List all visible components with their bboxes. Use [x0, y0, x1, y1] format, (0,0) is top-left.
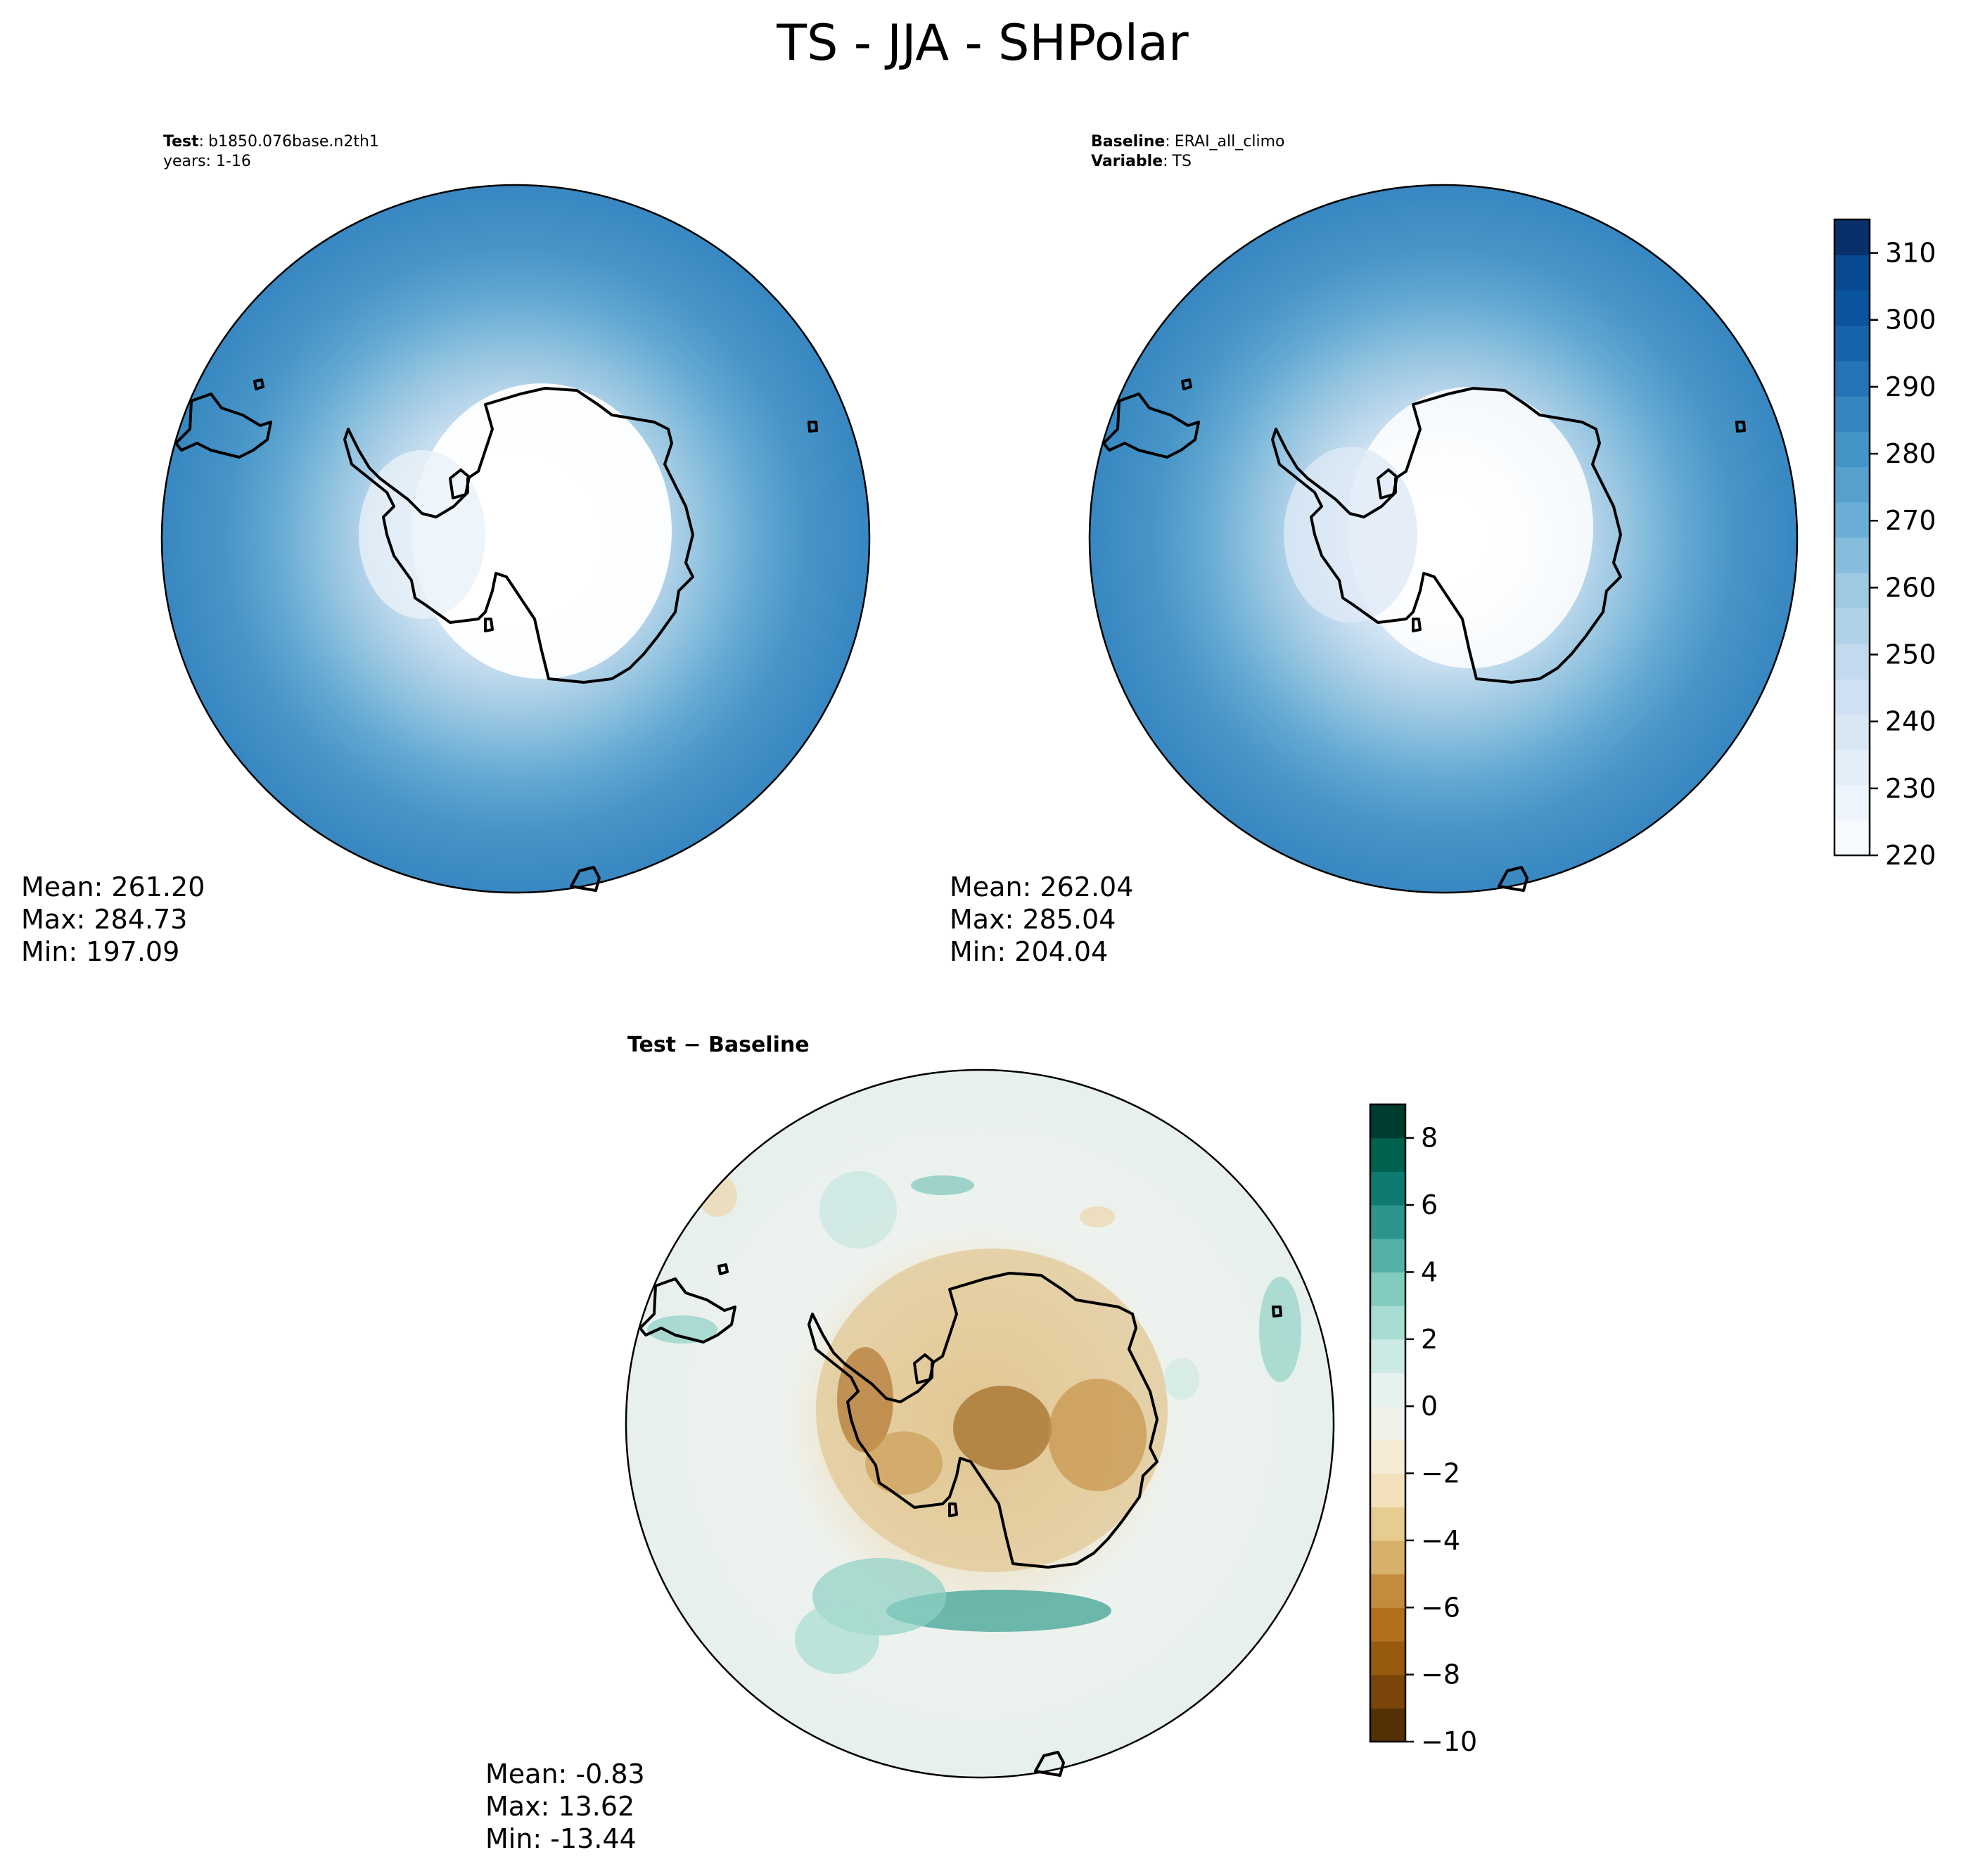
test-map-field	[162, 185, 869, 893]
diff-band	[1370, 1272, 1405, 1306]
ts-band	[1834, 431, 1870, 468]
diff-band	[1370, 1238, 1405, 1273]
ts-band	[1834, 608, 1870, 644]
diff-band	[1370, 1473, 1405, 1507]
colorbar-diff-bands	[1370, 1104, 1405, 1742]
ts-tick-label: 250	[1885, 639, 1936, 670]
diff-tick-label: 2	[1421, 1324, 1438, 1355]
ts-band	[1834, 502, 1870, 538]
ts-band	[1834, 360, 1870, 397]
diff-band	[1370, 1205, 1405, 1239]
panel-baseline-variable: Variable: TS	[1091, 153, 1192, 170]
baseline-map-coastline	[1102, 378, 1746, 892]
baseline-map-field	[1090, 185, 1797, 893]
diff-band	[1370, 1507, 1405, 1541]
colorbar-ts-bands	[1834, 219, 1870, 856]
colorbar-ts-frame	[1833, 218, 1871, 857]
diff-tick-label: −2	[1421, 1458, 1460, 1489]
panel-test: Test: b1850.076base.n2th1 years: 1-16 Mea…	[21, 133, 871, 967]
diff-band	[1370, 1708, 1405, 1742]
colorbar-diff: −10 −8 −6 −4 −2 0 2 4 6 8	[1369, 1103, 1477, 1757]
diff-map-field	[626, 1070, 1334, 1778]
ts-tick-label: 280	[1885, 438, 1936, 469]
test-stats: Mean: 261.20 Max: 284.73 Min: 197.09	[21, 872, 205, 967]
diff-band	[1370, 1306, 1405, 1340]
ts-tick-label: 240	[1885, 706, 1936, 737]
ts-band	[1834, 325, 1870, 362]
diff-tick-label: 4	[1421, 1256, 1438, 1287]
diff-band	[1370, 1137, 1405, 1172]
colorbar-ts: 220 230 240 250 260 270 280 290 300 310	[1833, 218, 1936, 871]
baseline-stat-mean: Mean: 262.04	[950, 872, 1133, 902]
diff-band	[1370, 1574, 1405, 1608]
diff-tick-label: −6	[1421, 1592, 1460, 1623]
baseline-stat-min: Min: 204.04	[950, 936, 1108, 967]
diff-band	[1370, 1607, 1405, 1642]
panel-baseline: Baseline: ERAI_all_climo Variable: TS Mean…	[950, 133, 1799, 967]
ts-tick-label: 310	[1885, 238, 1936, 269]
ts-tick-label: 260	[1885, 572, 1936, 603]
ts-band	[1834, 784, 1870, 821]
diff-band	[1370, 1406, 1405, 1441]
test-stat-mean: Mean: 261.20	[21, 872, 205, 902]
diff-band	[1370, 1171, 1405, 1206]
diff-stat-min: Min: -13.44	[485, 1823, 637, 1854]
panel-test-years: years: 1-16	[163, 153, 251, 170]
ts-band	[1834, 219, 1870, 255]
diff-tick-label: 8	[1421, 1123, 1438, 1154]
diff-band	[1370, 1640, 1405, 1676]
diff-map-coastline	[639, 1263, 1282, 1777]
ts-band	[1834, 255, 1870, 291]
ts-band	[1834, 749, 1870, 786]
diff-tick-label: 6	[1421, 1189, 1438, 1220]
diff-stat-max: Max: 13.62	[485, 1791, 634, 1822]
ts-band	[1834, 396, 1870, 432]
panel-test-label: Test: b1850.076base.n2th1	[163, 133, 379, 151]
baseline-stats: Mean: 262.04 Max: 285.04 Min: 204.04	[950, 872, 1133, 967]
diff-band	[1370, 1439, 1405, 1474]
diff-band	[1370, 1674, 1405, 1709]
ts-tick-label: 270	[1885, 505, 1936, 536]
panel-diff: Test − Baseline	[485, 1033, 1335, 1854]
ts-band	[1834, 290, 1870, 326]
colorbar-diff-ticks: −10 −8 −6 −4 −2 0 2 4 6 8	[1405, 1123, 1477, 1757]
diff-tick-label: 0	[1421, 1391, 1438, 1422]
ts-tick-label: 300	[1885, 305, 1936, 336]
ts-tick-label: 290	[1885, 371, 1936, 402]
ts-band	[1834, 714, 1870, 750]
figure-title: TS - JJA - SHPolar	[776, 14, 1189, 72]
diff-band	[1370, 1339, 1405, 1374]
ts-band	[1834, 466, 1870, 503]
ts-tick-label: 220	[1885, 840, 1936, 871]
test-stat-max: Max: 284.73	[21, 904, 187, 935]
test-map-boundary	[160, 184, 871, 894]
test-map-coastline	[174, 378, 818, 892]
ts-band	[1834, 643, 1870, 679]
diff-band	[1370, 1104, 1405, 1139]
ts-tick-label: 230	[1885, 773, 1936, 804]
panel-diff-title: Test − Baseline	[627, 1033, 810, 1057]
baseline-stat-max: Max: 285.04	[950, 904, 1116, 935]
baseline-map-boundary	[1088, 184, 1799, 894]
colorbar-ts-ticks: 220 230 240 250 260 270 280 290 300 310	[1870, 238, 1936, 871]
diff-tick-label: −4	[1421, 1525, 1460, 1556]
diff-band	[1370, 1540, 1405, 1575]
colorbar-diff-frame	[1369, 1103, 1407, 1743]
test-stat-min: Min: 197.09	[21, 936, 179, 967]
ts-band	[1834, 678, 1870, 715]
diff-map-boundary	[625, 1068, 1335, 1779]
panel-baseline-label: Baseline: ERAI_all_climo	[1091, 133, 1284, 151]
diff-band	[1370, 1372, 1405, 1407]
ts-band	[1834, 537, 1870, 573]
diff-stat-mean: Mean: -0.83	[485, 1759, 645, 1789]
diff-tick-label: −10	[1421, 1726, 1477, 1757]
diff-tick-label: −8	[1421, 1659, 1460, 1690]
ts-band	[1834, 819, 1870, 856]
ts-band	[1834, 573, 1870, 609]
diff-stats: Mean: -0.83 Max: 13.62 Min: -13.44	[485, 1759, 645, 1854]
